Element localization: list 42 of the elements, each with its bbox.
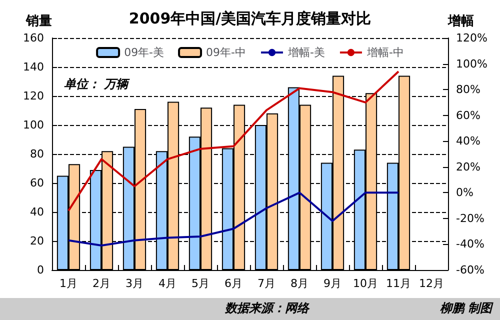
legend-label: 增幅-中 (366, 46, 404, 59)
x-tick-label: 6月 (224, 277, 242, 290)
x-tick-label: 8月 (290, 277, 308, 290)
y2-axis-title: 增幅 (447, 14, 474, 29)
y2-tick-label: 0% (456, 186, 474, 200)
y-tick-label: 60 (30, 176, 44, 190)
x-tick-label: 10月 (353, 277, 378, 290)
legend-label: 增幅-美 (286, 46, 325, 59)
y-tick-label: 80 (30, 148, 44, 160)
x-tick-label: 7月 (258, 277, 276, 290)
x-tick-label: 4月 (158, 277, 176, 290)
x-tick-label: 1月 (60, 277, 78, 290)
legend-label: 09年-中 (206, 46, 246, 59)
x-tick-label: 2月 (92, 277, 110, 290)
y-tick-label: 0 (37, 264, 44, 276)
source-note: 数据来源：网络 (224, 301, 310, 315)
annotation: 单位： 万辆 (64, 77, 130, 91)
y-tick-label: 140 (23, 60, 44, 74)
x-tick-label: 9月 (324, 277, 342, 290)
text: 柳鹏 制图 (438, 301, 494, 315)
line-series (68, 192, 400, 247)
x-tick-label: 11月 (386, 277, 411, 290)
y-axis-title: 销量 (25, 14, 52, 29)
legend-label: 09年-美 (124, 46, 164, 59)
y-tick-label: 40 (30, 206, 44, 218)
y-tick-label: 100 (23, 118, 44, 132)
y2-tick-label: -20% (456, 212, 484, 225)
x-tick-label: 3月 (126, 277, 144, 290)
y-tick-label: 120 (23, 90, 44, 102)
y2-tick-label: 80% (456, 83, 480, 96)
y2-tick-label: 40% (456, 134, 480, 148)
chart-title: 2009年中国/美国汽车月度销量对比 (128, 10, 372, 28)
y2-tick-label: -60% (456, 264, 484, 276)
y-tick-label: 160 (23, 32, 44, 44)
y-tick-label: 20 (30, 234, 44, 248)
x-tick-label: 5月 (192, 277, 210, 290)
y2-tick-label: -40% (456, 238, 484, 251)
y2-tick-label: 100% (456, 57, 488, 70)
y2-tick-label: 60% (456, 108, 480, 122)
y2-tick-label: 120% (456, 32, 488, 44)
x-tick-label: 12月 (419, 277, 444, 290)
y2-tick-label: 20% (456, 160, 480, 174)
